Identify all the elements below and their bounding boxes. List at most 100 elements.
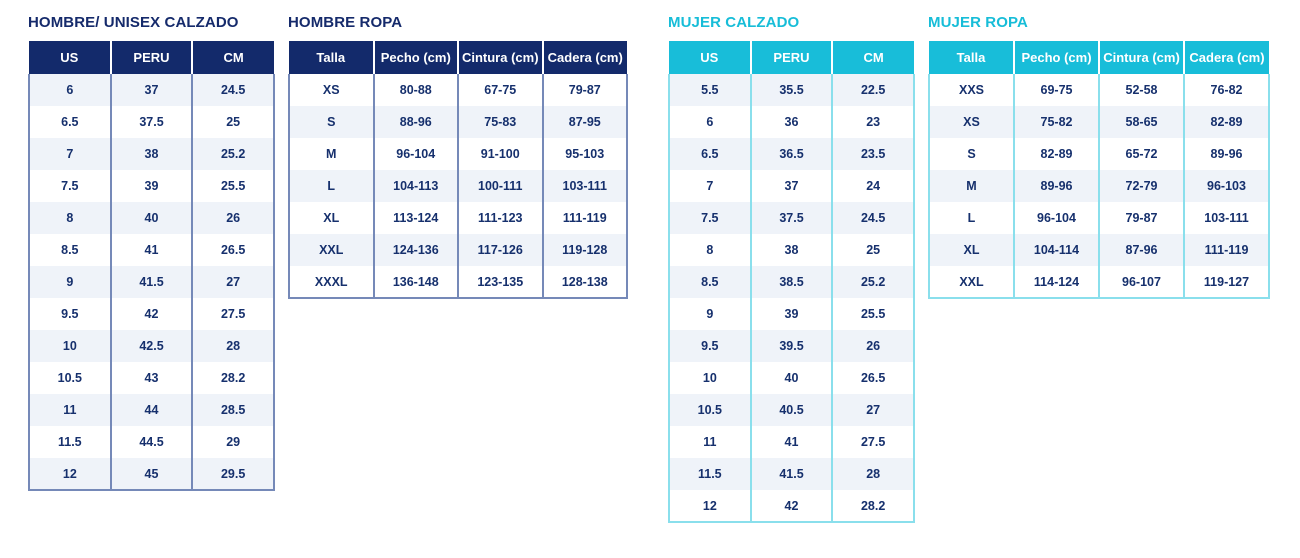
table-cell: 22.5 xyxy=(831,74,915,106)
table-cell: 9 xyxy=(668,298,752,330)
table-cell: 41 xyxy=(109,234,194,266)
table-row: 5.5 35.5 22.5 xyxy=(668,74,915,106)
table-cell: 24.5 xyxy=(831,202,915,234)
table-cell: 27.5 xyxy=(191,298,275,330)
table-cell: 96-107 xyxy=(1098,266,1185,299)
table-row: XL 113-124 111-123 111-119 xyxy=(288,202,628,234)
table-row: 7 38 25.2 xyxy=(28,138,275,170)
table-cell: 117-126 xyxy=(457,234,544,266)
column-header: US xyxy=(669,41,751,74)
table-cell: 114-124 xyxy=(1013,266,1100,299)
table-cell: 111-123 xyxy=(457,202,544,234)
table-cell: XXXL xyxy=(288,266,375,299)
table-cell: 27.5 xyxy=(831,426,915,458)
table-cell: 27 xyxy=(831,394,915,426)
table-cell: 96-103 xyxy=(1183,170,1270,202)
table-cell: 7.5 xyxy=(28,170,112,202)
table-row: 9.5 39.5 26 xyxy=(668,330,915,362)
size-table-block: HOMBRE/ UNISEX CALZADO US PERU CM 6 37 24.5 6.5… xyxy=(28,14,275,491)
table-cell: 8.5 xyxy=(668,266,752,298)
table-row: 8.5 41 26.5 xyxy=(28,234,275,266)
table-cell: 37 xyxy=(109,74,194,106)
table-cell: 38 xyxy=(109,138,194,170)
table-cell: 103-111 xyxy=(1183,202,1270,234)
table-cell: 6.5 xyxy=(28,106,112,138)
table-cell: 40 xyxy=(749,362,834,394)
table-cell: 123-135 xyxy=(457,266,544,299)
table-cell: 23.5 xyxy=(831,138,915,170)
table-cell: XS xyxy=(288,74,375,106)
table-cell: 69-75 xyxy=(1013,74,1100,106)
table-row: 7.5 37.5 24.5 xyxy=(668,202,915,234)
table-cell: 29.5 xyxy=(191,458,275,491)
table-cell: XL xyxy=(288,202,375,234)
table-row: M 89-96 72-79 96-103 xyxy=(928,170,1270,202)
table-cell: 39.5 xyxy=(749,330,834,362)
column-header: Talla xyxy=(289,41,374,74)
table-cell: 12 xyxy=(28,458,112,491)
table-cell: 26 xyxy=(831,330,915,362)
table-row: 12 45 29.5 xyxy=(28,458,275,491)
table-cell: 43 xyxy=(109,362,194,394)
size-table-title: HOMBRE/ UNISEX CALZADO xyxy=(28,14,239,31)
table-cell: 82-89 xyxy=(1183,106,1270,138)
size-table: Talla Pecho (cm) Cintura (cm) Cadera (cm) XS… xyxy=(288,41,628,299)
table-cell: 7 xyxy=(28,138,112,170)
table-cell: 100-111 xyxy=(457,170,544,202)
table-cell: 25.2 xyxy=(191,138,275,170)
table-row: 11 44 28.5 xyxy=(28,394,275,426)
table-cell: S xyxy=(288,106,375,138)
column-header: Cadera (cm) xyxy=(541,41,627,74)
table-cell: 136-148 xyxy=(372,266,459,299)
table-cell: 104-114 xyxy=(1013,234,1100,266)
table-cell: 113-124 xyxy=(372,202,459,234)
table-cell: 38.5 xyxy=(749,266,834,298)
table-cell: 88-96 xyxy=(372,106,459,138)
table-cell: 25 xyxy=(191,106,275,138)
table-cell: 5.5 xyxy=(668,74,752,106)
table-cell: 111-119 xyxy=(541,202,628,234)
table-cell: 119-128 xyxy=(541,234,628,266)
column-header: Pecho (cm) xyxy=(372,41,458,74)
table-row: XXXL 136-148 123-135 128-138 xyxy=(288,266,628,299)
table-cell: 87-95 xyxy=(541,106,628,138)
table-row: 7.5 39 25.5 xyxy=(28,170,275,202)
column-header: PERU xyxy=(749,41,833,74)
column-header: CM xyxy=(831,41,914,74)
table-cell: 96-104 xyxy=(372,138,459,170)
table-cell: 87-96 xyxy=(1098,234,1185,266)
table-cell: 41.5 xyxy=(109,266,194,298)
table-row: 9 39 25.5 xyxy=(668,298,915,330)
table-cell: 44.5 xyxy=(109,426,194,458)
table-row: 8 40 26 xyxy=(28,202,275,234)
table-cell: 37.5 xyxy=(749,202,834,234)
table-cell: 67-75 xyxy=(457,74,544,106)
table-row: 8.5 38.5 25.2 xyxy=(668,266,915,298)
column-header: Cadera (cm) xyxy=(1183,41,1269,74)
table-cell: L xyxy=(288,170,375,202)
column-header: Cintura (cm) xyxy=(1098,41,1184,74)
table-row: 11.5 41.5 28 xyxy=(668,458,915,490)
table-cell: 91-100 xyxy=(457,138,544,170)
table-cell: 36 xyxy=(749,106,834,138)
table-cell: 12 xyxy=(668,490,752,523)
table-cell: 76-82 xyxy=(1183,74,1270,106)
table-cell: 42 xyxy=(109,298,194,330)
table-cell: 111-119 xyxy=(1183,234,1270,266)
table-row: 11 41 27.5 xyxy=(668,426,915,458)
table-cell: 7 xyxy=(668,170,752,202)
table-cell: 38 xyxy=(749,234,834,266)
table-cell: 37 xyxy=(749,170,834,202)
table-header-row: Talla Pecho (cm) Cintura (cm) Cadera (cm) xyxy=(289,41,627,74)
table-cell: 6 xyxy=(668,106,752,138)
table-cell: 26.5 xyxy=(191,234,275,266)
size-table-title: HOMBRE ROPA xyxy=(288,14,403,31)
table-cell: 80-88 xyxy=(372,74,459,106)
table-cell: 104-113 xyxy=(372,170,459,202)
table-cell: 89-96 xyxy=(1183,138,1270,170)
size-table-block: MUJER ROPA Talla Pecho (cm) Cintura (cm) Cad… xyxy=(928,14,1270,299)
table-row: 6.5 36.5 23.5 xyxy=(668,138,915,170)
table-row: 6 37 24.5 xyxy=(28,74,275,106)
table-cell: 8 xyxy=(28,202,112,234)
table-cell: L xyxy=(928,202,1015,234)
